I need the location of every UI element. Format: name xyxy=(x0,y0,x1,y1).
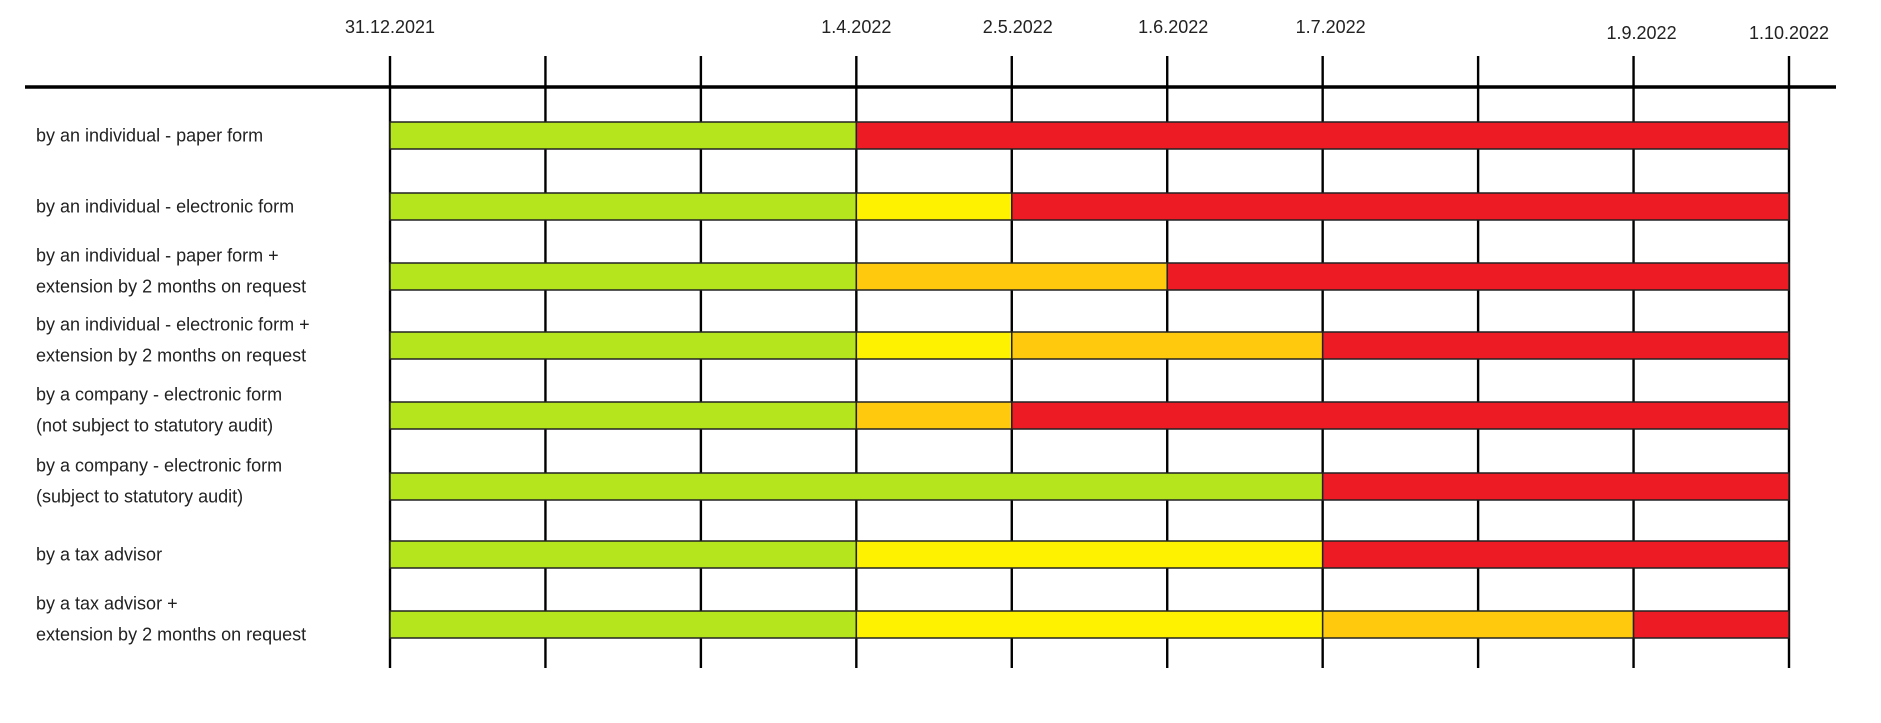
row-label: extension by 2 months on request xyxy=(36,277,306,297)
tick-label: 2.5.2022 xyxy=(983,17,1053,37)
bar-segment-yellow xyxy=(855,331,1013,360)
row-label: extension by 2 months on request xyxy=(36,346,306,366)
bar-segment-orange xyxy=(1321,610,1635,639)
tick-label: 1.7.2022 xyxy=(1296,17,1366,37)
row-label: extension by 2 months on request xyxy=(36,625,306,645)
bar-segment-yellow xyxy=(855,610,1324,639)
row-label: by an individual - electronic form xyxy=(36,197,294,217)
bar-segment-green xyxy=(389,472,1324,501)
bar-segment-orange xyxy=(1011,331,1324,360)
row-label: by a tax advisor + xyxy=(36,594,178,614)
row-label: by a company - electronic form xyxy=(36,385,282,405)
tick-label: 31.12.2021 xyxy=(345,17,435,37)
tick-label: 1.6.2022 xyxy=(1138,17,1208,37)
bar-segment-yellow xyxy=(855,540,1324,569)
bar-segment-red xyxy=(1321,331,1790,360)
bar-segment-red xyxy=(855,121,1790,150)
tick-label: 1.9.2022 xyxy=(1607,23,1677,43)
row-label: (subject to statutory audit) xyxy=(36,487,243,507)
bar-segment-red xyxy=(1166,262,1790,291)
row-label: by a tax advisor xyxy=(36,545,162,565)
bar-segment-green xyxy=(389,401,858,430)
row-label: by a company - electronic form xyxy=(36,456,282,476)
bar-segment-green xyxy=(389,192,858,221)
bar-segment-orange xyxy=(855,262,1168,291)
row-label: by an individual - electronic form + xyxy=(36,315,310,335)
bar-segment-green xyxy=(389,331,858,360)
row-label: by an individual - paper form + xyxy=(36,246,279,266)
bar-segment-red xyxy=(1321,540,1790,569)
bar-segment-yellow xyxy=(855,192,1013,221)
row-label: (not subject to statutory audit) xyxy=(36,416,273,436)
tick-label: 1.10.2022 xyxy=(1749,23,1829,43)
bar-segment-green xyxy=(389,121,858,150)
tick-label: 1.4.2022 xyxy=(821,17,891,37)
bar-segment-green xyxy=(389,262,858,291)
bar-segment-red xyxy=(1011,192,1790,221)
bar-segment-red xyxy=(1321,472,1790,501)
row-label: by an individual - paper form xyxy=(36,126,263,146)
bar-segment-orange xyxy=(855,401,1013,430)
bar-segment-green xyxy=(389,540,858,569)
bar-segment-red xyxy=(1632,610,1790,639)
bar-segment-green xyxy=(389,610,858,639)
bar-segment-red xyxy=(1011,401,1790,430)
